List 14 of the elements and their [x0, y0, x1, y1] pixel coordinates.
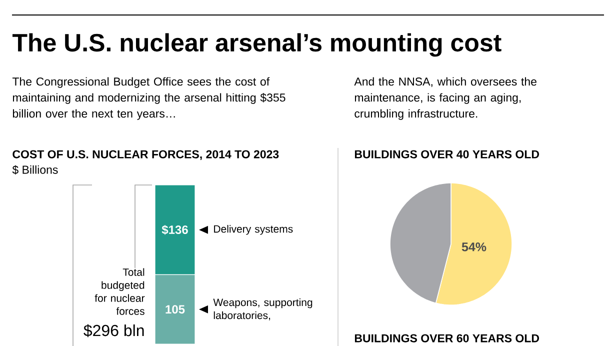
text: $296 bln	[84, 324, 144, 337]
text: BUILDINGS OVER 60 YEARS OLD	[354, 334, 540, 342]
text: Total budgeted for nuclear forces	[94, 268, 145, 315]
data-label: 105	[166, 304, 185, 314]
data-label: 54%	[462, 242, 486, 252]
chart-subtitle: And the NNSA, which oversees the maintenance, is facing an aging, crumbling infrastructure.	[354, 77, 536, 120]
data-label: $136	[162, 224, 188, 235]
chart-title: COST OF U.S. NUCLEAR FORCES, 2014 TO 2023	[12, 150, 279, 160]
text: The Congressional Budget Office sees the cost of maintaining and modernizing the arsenal hitting $355 billion over the next ten years…	[12, 77, 286, 120]
text: The U.S. nuclear arsenal’s mounting cost	[12, 33, 502, 56]
chart-title: BUILDINGS OVER 40 YEARS OLD	[354, 150, 540, 158]
y-axis-title: $ Billions	[12, 165, 58, 174]
series-label: Weapons, supporting laboratories,	[213, 298, 312, 320]
series-label: Delivery systems	[214, 224, 293, 235]
